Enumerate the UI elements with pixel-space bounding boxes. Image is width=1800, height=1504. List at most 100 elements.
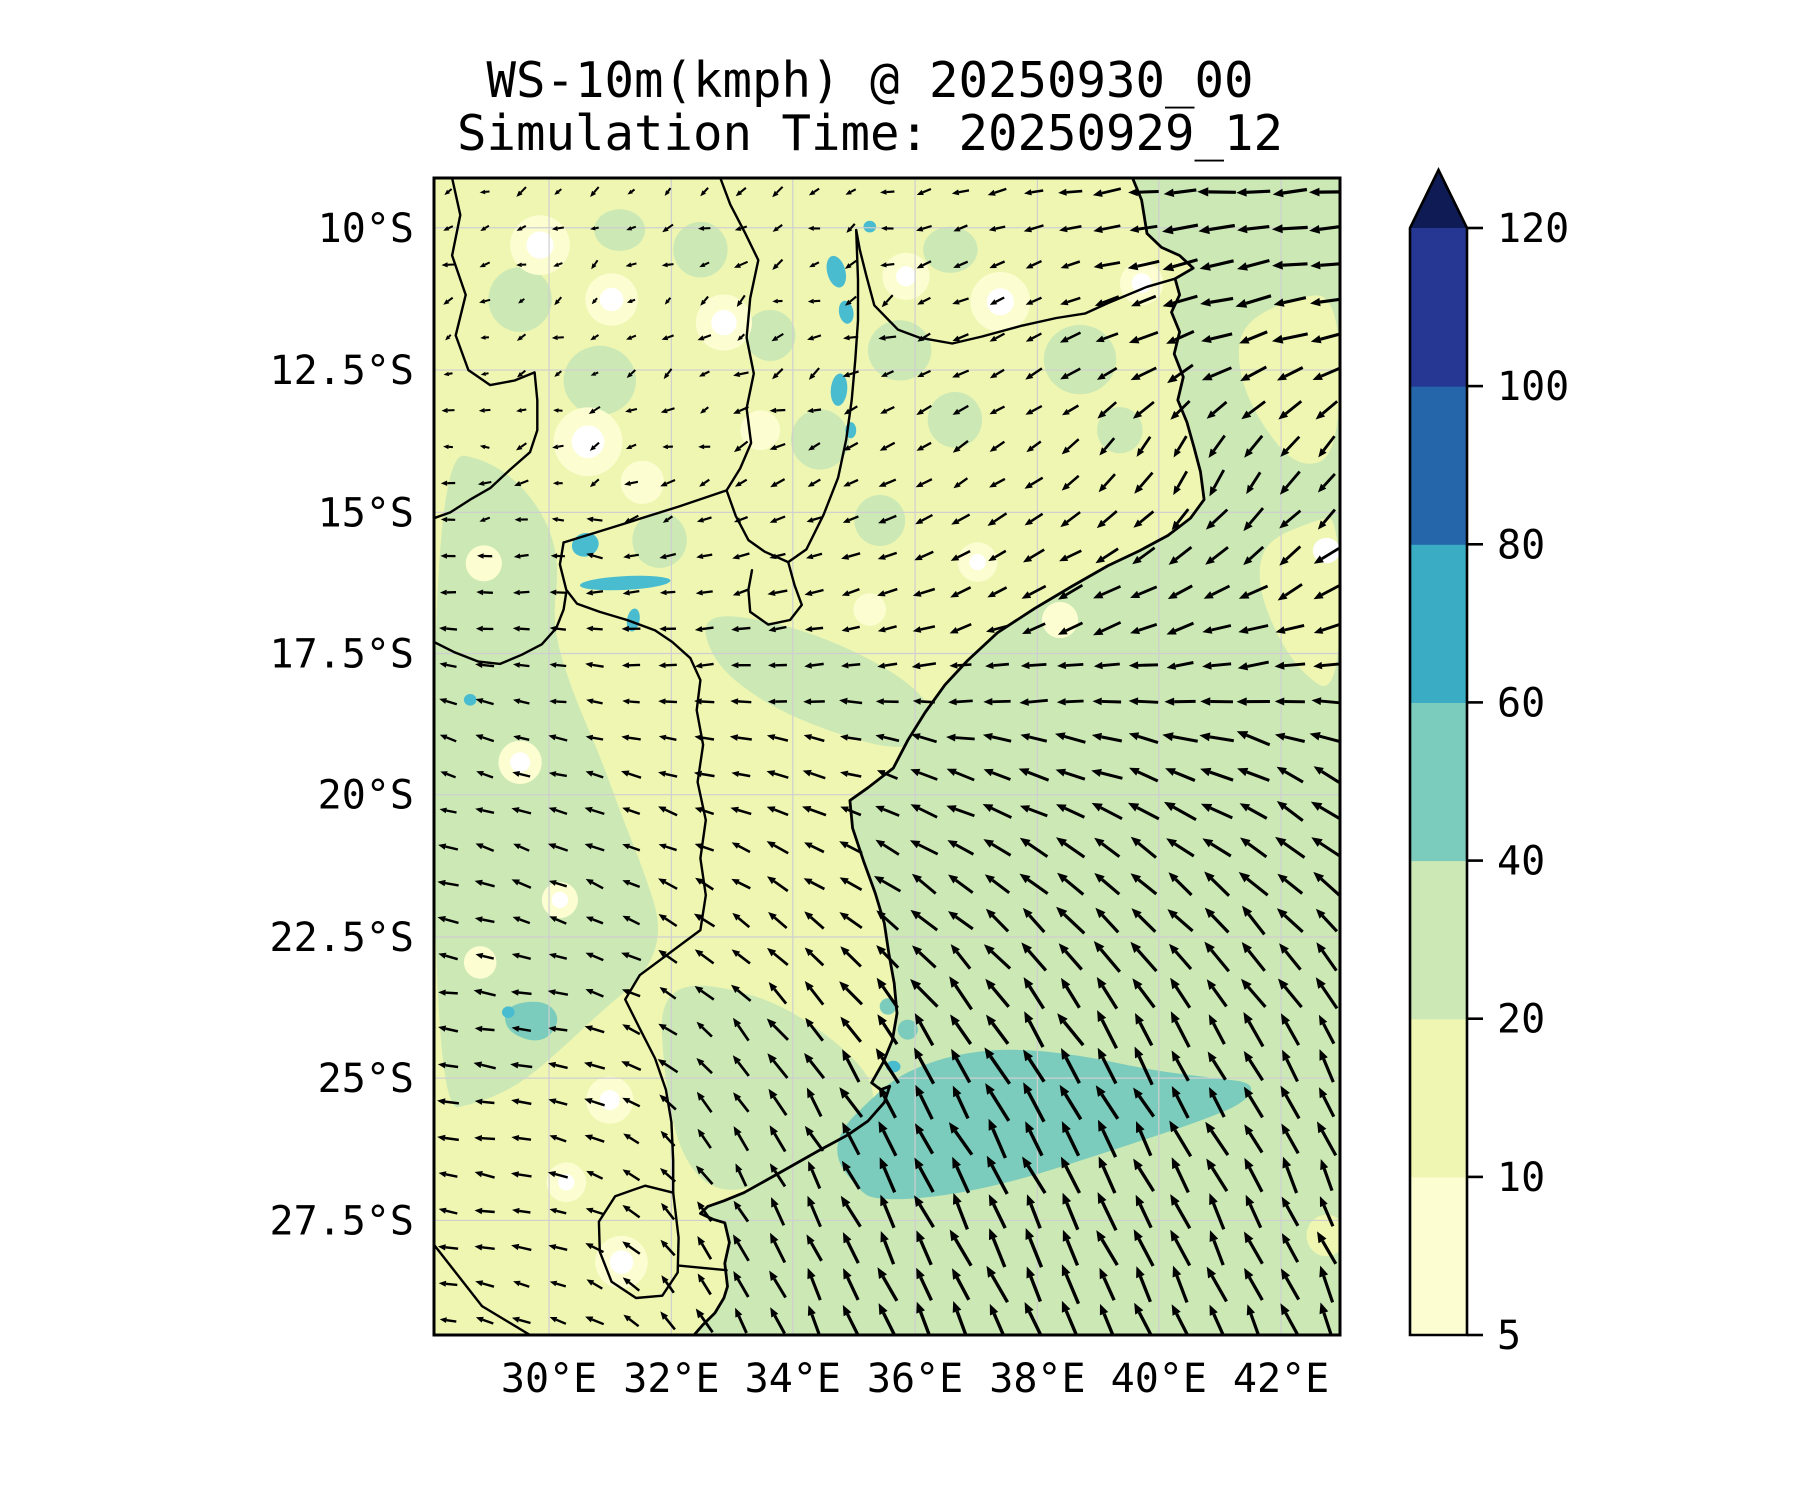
wind-arrow-shaft [1283, 227, 1308, 228]
colorbar-segment [1410, 228, 1467, 387]
calm-white-patch [510, 752, 530, 772]
wind-arrow-shaft [848, 664, 860, 665]
wind-arrow-shaft [1067, 191, 1083, 192]
wind-arrow-shaft [1138, 701, 1158, 702]
wind-arrow-shaft [1029, 700, 1048, 702]
colorbar-segment [1410, 386, 1467, 545]
wind-arrow-shaft [630, 555, 639, 556]
wind-arrow-shaft [1066, 664, 1083, 665]
calm-pale-patch [621, 461, 664, 504]
calm-pale-patch [740, 410, 780, 450]
colorbar-segment [1410, 1019, 1467, 1178]
wind-arrow-shaft [556, 629, 566, 630]
colorbar-tick-label: 120 [1497, 206, 1569, 252]
wind-arrow-shaft [813, 410, 821, 411]
wind-arrow-shaft [484, 482, 491, 483]
colorbar-tick-label: 40 [1497, 839, 1545, 885]
wind-arrow-shaft [445, 1247, 458, 1248]
land-green-blob [928, 392, 982, 448]
chart-subtitle: Simulation Time: 20250929_12 [457, 105, 1283, 162]
wind-arrow-shaft [955, 738, 974, 739]
wind-arrow-shaft [520, 629, 530, 630]
colorbar-segment [1410, 1177, 1467, 1336]
colorbar-tick-label: 20 [1497, 997, 1545, 1043]
lon-tick-label: 34°E [745, 1356, 841, 1402]
wind-arrow-shaft [1102, 701, 1121, 702]
calm-white-patch [896, 266, 916, 286]
land-green-blob [923, 227, 977, 273]
wind-arrow-shaft [483, 592, 493, 593]
wind-arrow-shaft [738, 701, 751, 702]
lon-tick-label: 32°E [623, 1356, 719, 1402]
wind-arrow-shaft [630, 482, 638, 484]
wind-arrow-shaft [593, 591, 603, 592]
wind-arrow-shaft [629, 702, 639, 703]
wind-arrow-shaft [631, 409, 637, 410]
wind-arrow-shaft [667, 592, 676, 593]
calm-white-patch [552, 892, 568, 908]
land-green-blob [594, 209, 645, 251]
land-green-blob [564, 346, 636, 415]
lon-tick-label: 38°E [989, 1356, 1085, 1402]
wind-arrow-shaft [486, 373, 489, 374]
colorbar-tick-label: 100 [1497, 364, 1569, 410]
wind-arrow-shaft [558, 263, 562, 265]
lat-tick-label: 17.5°S [270, 632, 415, 678]
wind-arrow-shaft [482, 1138, 495, 1139]
wind-arrow-shaft [629, 738, 641, 740]
wind-arrow-shaft [993, 664, 1009, 665]
wind-arrow-shaft [702, 628, 713, 630]
calm-white-patch [987, 288, 1014, 315]
colorbar-tick-label: 5 [1497, 1313, 1521, 1359]
wind-arrow-shaft [446, 1284, 457, 1285]
wind-arrow-shaft [522, 299, 524, 301]
calm-pale-patch [466, 545, 502, 581]
wind-arrow-shaft [702, 702, 715, 703]
lon-tick-label: 36°E [867, 1356, 963, 1402]
wind-arrow-shaft [482, 1211, 495, 1212]
wind-arrow-shaft [631, 227, 635, 229]
calm-pale-patch [854, 593, 887, 626]
wind-arrow-shaft [446, 629, 457, 630]
wind-arrow-shaft [449, 373, 453, 374]
wind-arrow-shaft [957, 665, 971, 666]
wind-arrow-shaft [482, 665, 494, 666]
wind-arrow-shaft [482, 1247, 495, 1249]
wind-arrow-shaft [595, 372, 598, 373]
wind-arrow-shaft [668, 264, 674, 265]
map-plot-area [434, 178, 1346, 1340]
calm-white-patch [711, 310, 736, 335]
wind-arrow-shaft [739, 628, 751, 629]
wind-arrow-shaft [630, 591, 640, 593]
wind-arrow-shaft [886, 192, 894, 193]
land-green-blob [745, 310, 796, 361]
chart-title: WS-10m(kmph) @ 20250930_00 [486, 52, 1253, 109]
wind-arrow-shaft [1066, 701, 1084, 702]
wind-arrow-shaft [703, 591, 713, 592]
wind-arrow-shaft [1138, 665, 1158, 666]
wind-arrow-shaft [632, 300, 635, 301]
colorbar-segment [1410, 702, 1467, 861]
land-green-blob [632, 512, 686, 568]
wind-arrow-shaft [1283, 264, 1308, 265]
colorbar-segment [1410, 544, 1467, 703]
lon-tick-label: 40°E [1111, 1356, 1207, 1402]
land-green-blob [488, 267, 551, 332]
lon-tick-label: 30°E [501, 1356, 597, 1402]
calm-white-patch [610, 1250, 634, 1274]
colorbar-over-arrow [1410, 170, 1467, 228]
wind-arrow-shaft [520, 592, 530, 593]
colorbar-tick-label: 10 [1497, 1155, 1545, 1201]
wind-arrow-shaft [957, 701, 973, 702]
wind-arrow-shaft [445, 1102, 459, 1104]
lat-tick-label: 25°S [318, 1056, 414, 1102]
colorbar-segment [1410, 861, 1467, 1020]
wind-arrow-shaft [446, 993, 458, 994]
wind-arrow-shaft [485, 300, 490, 301]
lat-tick-label: 22.5°S [270, 915, 415, 961]
wind-arrow-shaft [520, 555, 528, 556]
wind-arrow-shaft [519, 1211, 530, 1213]
wind-arrow-shaft [921, 701, 935, 702]
